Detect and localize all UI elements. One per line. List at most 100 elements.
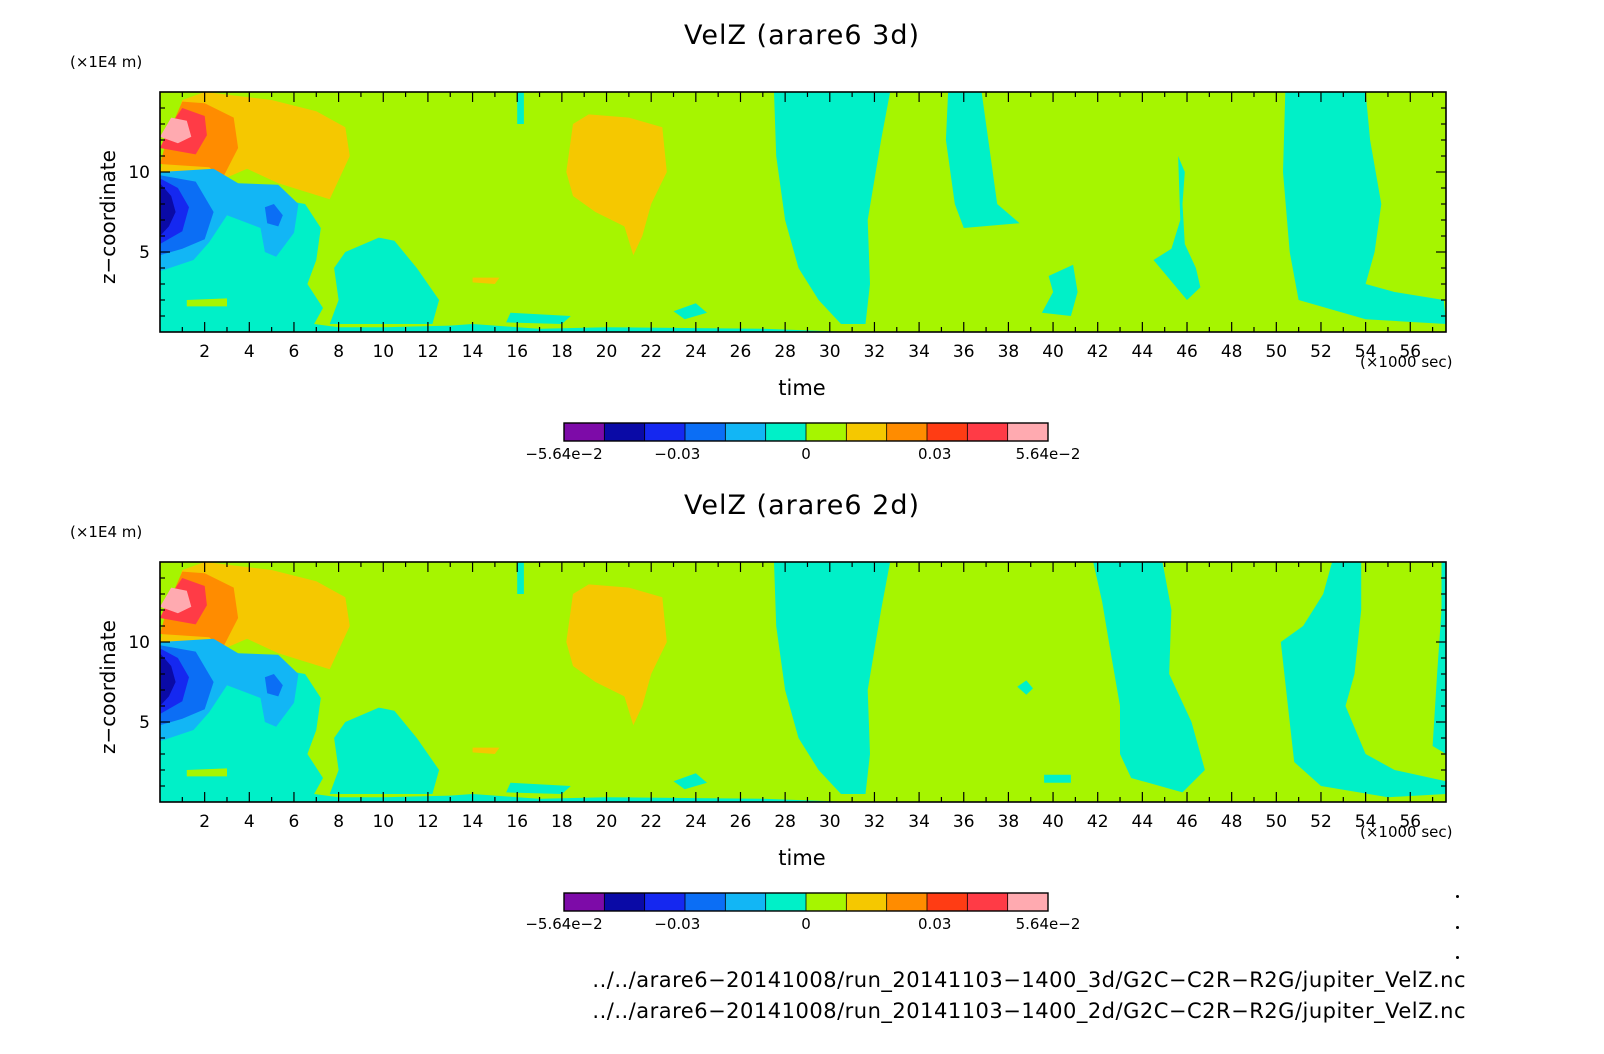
contour-region (1041, 264, 1078, 316)
colorbar-label: 0.03 (918, 445, 951, 463)
contour-region (1280, 562, 1446, 798)
x-tick-label: 42 (1087, 812, 1109, 832)
x-tick-label: 46 (1176, 342, 1198, 362)
colorbar-swatch (604, 423, 646, 441)
x-tick-label: 28 (774, 342, 796, 362)
contour-region (186, 768, 227, 777)
contour-region (1283, 92, 1446, 324)
contour-region (517, 562, 524, 594)
colorbar-swatch (564, 423, 605, 441)
y-tick-label: 5 (139, 243, 150, 263)
x-tick-label: 52 (1310, 342, 1332, 362)
colorbar-swatch (806, 423, 847, 441)
colorbar-label: 5.64e−2 (1016, 445, 1081, 463)
contour-region (517, 92, 524, 124)
colorbar-swatch (725, 893, 767, 911)
x-tick-label: 6 (289, 342, 300, 362)
x-tick-label: 34 (908, 342, 930, 362)
x-tick-label: 10 (372, 812, 394, 832)
x-tick-label: 18 (551, 812, 573, 832)
contour-region (160, 117, 192, 144)
colorbar-swatch (1007, 423, 1049, 441)
heatmap-svg: 2 4 6 8 10 12 14 16 18 20 22 24 26 28 30 32 34 36 38 40 42 44… (128, 561, 1447, 933)
marker-dot (1456, 926, 1459, 929)
colorbar-label: −0.03 (654, 915, 700, 933)
contour-region (1153, 156, 1201, 300)
colorbar-label: −0.03 (654, 445, 700, 463)
x-tick-label: 8 (333, 812, 344, 832)
colorbar-swatch (967, 423, 1009, 441)
contour-region (264, 674, 283, 697)
x-tick-label: 40 (1042, 812, 1064, 832)
x-tick-label: 56 (1399, 812, 1421, 832)
x-tick-label: 14 (462, 812, 484, 832)
contour-region (1044, 774, 1071, 783)
x-tick-label: 46 (1176, 812, 1198, 832)
x-tick-label: 22 (640, 812, 662, 832)
x-tick-label: 2 (199, 812, 210, 832)
x-tick-label: 2 (199, 342, 210, 362)
contour-region (329, 237, 440, 324)
colorbar-swatch (765, 423, 807, 441)
contour-region (1093, 562, 1205, 793)
colorbar-swatch (564, 893, 605, 911)
contour-region (774, 92, 891, 324)
contour-region (566, 584, 667, 726)
colorbar-swatch (1007, 893, 1049, 911)
x-tick-label: 14 (462, 342, 484, 362)
colorbar-label: 0 (801, 445, 811, 463)
x-tick-label: 56 (1399, 342, 1421, 362)
contour-region (264, 204, 283, 227)
colorbar-label: 0.03 (918, 915, 951, 933)
x-axis-label: time (778, 376, 826, 400)
colorbar-label: 0 (801, 915, 811, 933)
x-tick-label: 12 (417, 342, 439, 362)
contour-region (160, 183, 176, 236)
colorbar-swatch (685, 893, 726, 911)
colorbar-swatch (604, 893, 646, 911)
colorbar-swatch (927, 423, 968, 441)
x-tick-label: 26 (730, 812, 752, 832)
x-tick-label: 28 (774, 812, 796, 832)
colorbar-swatch (644, 423, 686, 441)
colorbar-label: 5.64e−2 (1016, 915, 1081, 933)
x-tick-label: 18 (551, 342, 573, 362)
y-tick-label: 10 (128, 633, 150, 653)
contour-region (945, 92, 1020, 228)
x-tick-label: 32 (864, 342, 886, 362)
x-tick-label: 52 (1310, 812, 1332, 832)
x-tick-label: 4 (244, 812, 255, 832)
heatmap-svg: 2 4 6 8 10 12 14 16 18 20 22 24 26 28 30 32 34 36 38 40 42 44… (128, 91, 1447, 463)
file-path-3d: ../../arare6−20141008/run_20141103−1400_… (592, 968, 1466, 992)
plot-frame (159, 91, 1447, 333)
marker-dot (1456, 895, 1459, 898)
contour-region (506, 312, 571, 324)
x-tick-label: 4 (244, 342, 255, 362)
contour-region (774, 562, 891, 794)
contour-region (673, 303, 707, 320)
chart-title: VelZ (arare6 3d) (683, 20, 921, 51)
x-tick-label: 42 (1087, 342, 1109, 362)
x-tick-label: 8 (333, 342, 344, 362)
contour-region (506, 782, 571, 794)
x-unit-label: (×1000 sec) (1360, 353, 1453, 371)
colorbar-swatch (765, 893, 807, 911)
chart-title: VelZ (arare6 2d) (683, 490, 921, 521)
contour-region (673, 773, 707, 790)
x-axis-label: time (778, 846, 826, 870)
plot-frame (159, 561, 1447, 803)
x-tick-label: 54 (1355, 812, 1377, 832)
x-tick-label: 16 (506, 812, 528, 832)
colorbar-swatch (644, 893, 686, 911)
x-tick-label: 20 (596, 342, 618, 362)
y-unit-label: (×1E4 m) (70, 523, 143, 541)
panel-2d: VelZ (arare6 2d) (×1E4 m) z−coordinate (… (0, 470, 1604, 960)
x-tick-label: 44 (1132, 812, 1154, 832)
x-tick-label: 36 (953, 812, 975, 832)
marker-dot (1456, 956, 1459, 959)
colorbar-swatch (886, 423, 928, 441)
x-tick-label: 22 (640, 342, 662, 362)
contour-region (566, 114, 667, 256)
panel-3d: VelZ (arare6 3d) (×1E4 m) z−coordinate (… (0, 0, 1604, 490)
colorbar-swatch (846, 423, 888, 441)
